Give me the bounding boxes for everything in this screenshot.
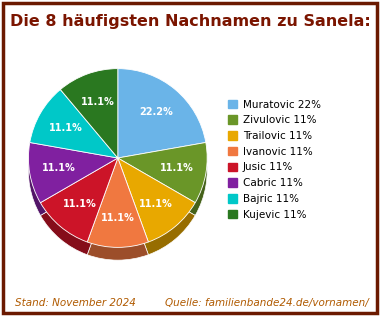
Text: 11.1%: 11.1% [139, 199, 173, 209]
Text: 11.1%: 11.1% [42, 163, 76, 173]
Wedge shape [40, 171, 118, 255]
Wedge shape [30, 89, 118, 158]
Legend: Muratovic 22%, Zivulovic 11%, Trailovic 11%, Ivanovic 11%, Jusic 11%, Cabric 11%: Muratovic 22%, Zivulovic 11%, Trailovic … [226, 97, 323, 222]
Wedge shape [118, 69, 206, 158]
Wedge shape [118, 155, 207, 216]
Text: Die 8 häufigsten Nachnamen zu Sanela:: Die 8 häufigsten Nachnamen zu Sanela: [10, 14, 370, 29]
Wedge shape [118, 171, 195, 255]
Text: 11.1%: 11.1% [49, 123, 83, 133]
Wedge shape [28, 143, 118, 203]
Text: Quelle: familienbande24.de/vornamen/: Quelle: familienbande24.de/vornamen/ [165, 298, 369, 308]
Wedge shape [87, 158, 148, 247]
Text: 11.1%: 11.1% [101, 213, 135, 222]
Wedge shape [118, 143, 207, 203]
Wedge shape [60, 69, 118, 158]
Text: 11.1%: 11.1% [160, 163, 193, 173]
Wedge shape [40, 158, 118, 242]
Wedge shape [87, 171, 148, 260]
Text: Stand: November 2024: Stand: November 2024 [15, 298, 136, 308]
Wedge shape [118, 82, 206, 171]
Wedge shape [30, 102, 118, 171]
Text: 22.2%: 22.2% [139, 107, 173, 117]
Wedge shape [28, 155, 118, 216]
Wedge shape [60, 82, 118, 171]
Wedge shape [118, 158, 195, 242]
Text: 11.1%: 11.1% [81, 97, 114, 107]
Text: 11.1%: 11.1% [63, 199, 97, 209]
